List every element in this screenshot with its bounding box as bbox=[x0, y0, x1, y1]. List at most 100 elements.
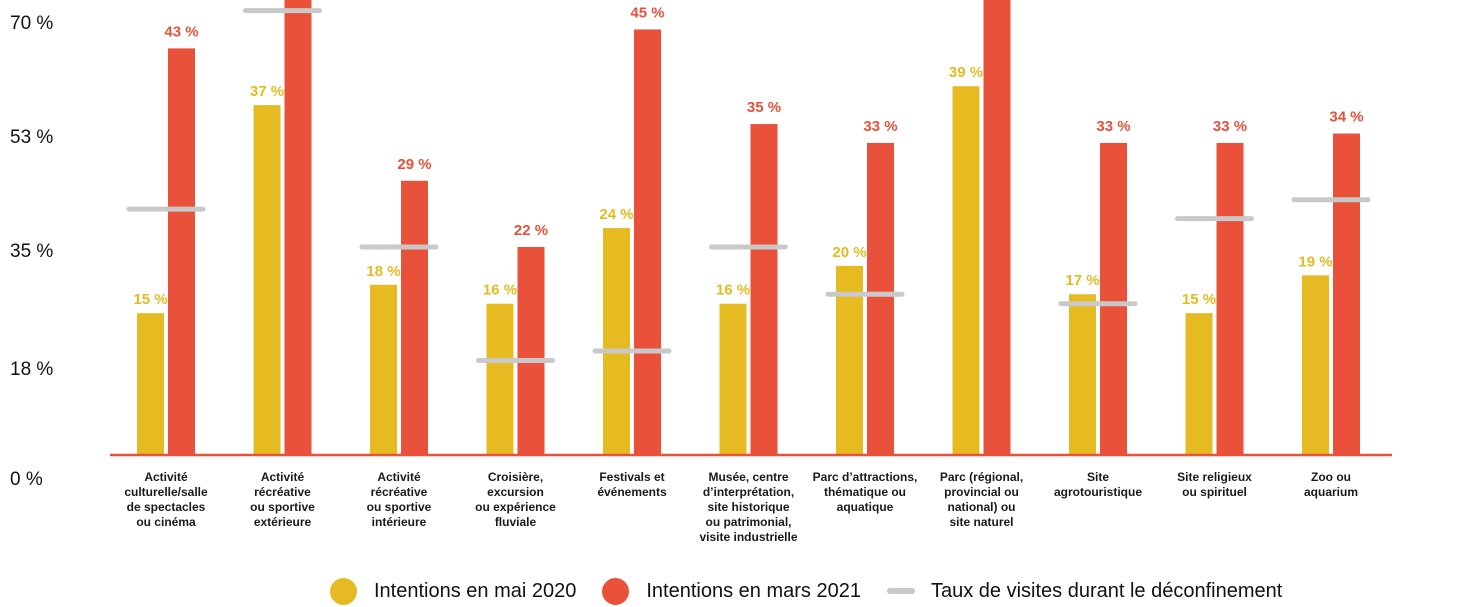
category-label-line: culturelle/salle bbox=[124, 485, 208, 499]
category-label-line: Festivals et bbox=[599, 470, 664, 484]
category-label-line: Parc (régional, bbox=[940, 470, 1023, 484]
bar-mar2021 bbox=[1333, 133, 1360, 455]
bar-may2020 bbox=[486, 303, 514, 455]
data-label-may2020: 24 % bbox=[599, 206, 633, 223]
category-label: Site religieux ou spirituel bbox=[1177, 470, 1252, 499]
bar-mar2021 bbox=[401, 180, 428, 455]
category-label-line: excursion bbox=[487, 485, 544, 499]
category-label-line: Activité bbox=[261, 470, 305, 484]
data-label-may2020: 15 % bbox=[1182, 291, 1216, 308]
y-tick-label: 53 % bbox=[10, 127, 53, 148]
y-tick-label: 18 % bbox=[10, 359, 53, 380]
bar-may2020 bbox=[719, 303, 747, 455]
category-label-line: Musée, centre bbox=[708, 470, 788, 484]
category-label: Parc (régional, provincial ou national) ou… bbox=[940, 470, 1023, 529]
category-label: Croisière, excursion ou expérience fluviale bbox=[475, 470, 556, 529]
data-label-mar2021: 43 % bbox=[164, 23, 198, 40]
category-label-line: Parc d’attractions, bbox=[813, 470, 918, 484]
legend-label-mar2021: Intentions en mars 2021 bbox=[646, 579, 861, 602]
data-label-may2020: 20 % bbox=[832, 244, 866, 261]
bar-may2020 bbox=[137, 313, 164, 455]
data-label-may2020: 17 % bbox=[1065, 272, 1099, 289]
category-label-line: aquarium bbox=[1304, 485, 1358, 499]
category-label-line: récréative bbox=[371, 485, 428, 499]
data-label-may2020: 39 % bbox=[949, 64, 983, 81]
category-label: Festivals et événements bbox=[597, 470, 667, 499]
bar-mar2021 bbox=[983, 0, 1011, 455]
legend-item-may2020: Intentions en mai 2020 bbox=[330, 577, 577, 605]
category-label-line: site naturel bbox=[949, 515, 1013, 529]
legend-label-visits: Taux de visites durant le déconfinement bbox=[930, 579, 1283, 602]
data-label-may2020: 18 % bbox=[366, 263, 400, 280]
category-label-line: ou sportive bbox=[367, 500, 432, 514]
data-label-mar2021: 29 % bbox=[397, 156, 431, 173]
bar-mar2021 bbox=[750, 124, 778, 455]
category-label-line: Zoo ou bbox=[1311, 470, 1351, 484]
data-label-may2020: 16 % bbox=[483, 282, 517, 299]
category-label: Parc d’attractions, thématique ou aquatiqu… bbox=[813, 470, 918, 514]
category-label-line: site historique bbox=[707, 500, 789, 514]
category-label: Activité récréative ou sportive extérieure bbox=[250, 470, 315, 529]
category-label-line: ou sportive bbox=[250, 500, 315, 514]
category-label-line: fluviale bbox=[495, 515, 537, 529]
category-label-line: ou cinéma bbox=[136, 515, 196, 529]
data-label-mar2021: 22 % bbox=[514, 222, 548, 239]
category-label: Zoo ou aquarium bbox=[1304, 470, 1358, 499]
category-label-line: visite industrielle bbox=[699, 530, 797, 544]
data-label-may2020: 16 % bbox=[716, 282, 750, 299]
category-label-line: ou patrimonial, bbox=[705, 515, 791, 529]
data-label-mar2021: 33 % bbox=[1213, 118, 1247, 135]
data-label-mar2021: 45 % bbox=[630, 4, 664, 21]
bar-mar2021 bbox=[634, 29, 661, 455]
category-label: Activité culturelle/salle de spectacles ou … bbox=[124, 470, 208, 529]
legend-swatch-may2020 bbox=[330, 577, 357, 605]
bar-mar2021 bbox=[517, 246, 545, 455]
bar-mar2021 bbox=[1100, 142, 1127, 455]
category-label: Site agrotouristique bbox=[1054, 470, 1142, 499]
category-label-line: d’interprétation, bbox=[703, 485, 794, 499]
category-label-line: Site bbox=[1087, 470, 1109, 484]
bar-may2020 bbox=[1185, 313, 1213, 455]
category-label-line: événements bbox=[597, 485, 667, 499]
bar-may2020 bbox=[370, 284, 397, 455]
category-label-line: provincial ou bbox=[944, 485, 1019, 499]
y-tick-label: 0 % bbox=[10, 469, 43, 490]
category-label-line: thématique ou bbox=[824, 485, 906, 499]
category-label-line: de spectacles bbox=[127, 500, 206, 514]
data-label-may2020: 15 % bbox=[133, 291, 167, 308]
data-label-mar2021: 35 % bbox=[747, 99, 781, 116]
legend-swatch-mar2021 bbox=[602, 577, 630, 605]
category-label-line: récréative bbox=[254, 485, 311, 499]
category-label-line: Site religieux bbox=[1177, 470, 1252, 484]
category-label-line: Activité bbox=[144, 470, 188, 484]
bar-may2020 bbox=[836, 265, 863, 455]
category-label-line: ou expérience bbox=[475, 500, 556, 514]
data-label-mar2021: 33 % bbox=[1096, 118, 1130, 135]
bar-mar2021 bbox=[1216, 142, 1244, 455]
y-tick-label: 70 % bbox=[10, 13, 53, 34]
category-label-line: Croisière, bbox=[488, 470, 543, 484]
legend-swatch-visits bbox=[886, 588, 915, 594]
data-label-may2020: 19 % bbox=[1298, 253, 1332, 270]
legend-item-mar2021: Intentions en mars 2021 bbox=[602, 577, 861, 605]
bar-mar2021 bbox=[284, 0, 312, 456]
category-label-line: aquatique bbox=[837, 500, 894, 514]
chart-legend: Intentions en mai 2020 Intentions en mar… bbox=[330, 575, 1470, 607]
bar-may2020 bbox=[253, 105, 281, 456]
bar-may2020 bbox=[952, 86, 980, 455]
bar-may2020 bbox=[1302, 275, 1329, 455]
bar-may2020 bbox=[1069, 294, 1096, 455]
bar-mar2021 bbox=[867, 142, 894, 455]
bar-mar2021 bbox=[168, 48, 195, 455]
category-label-line: extérieure bbox=[254, 515, 312, 529]
data-label-may2020: 37 % bbox=[250, 83, 284, 100]
category-label-line: national) ou bbox=[948, 500, 1016, 514]
data-label-mar2021: 34 % bbox=[1329, 108, 1363, 125]
category-label: Activité récréative ou sportive intérieure bbox=[367, 470, 432, 529]
category-label-line: Activité bbox=[377, 470, 421, 484]
category-label-line: ou spirituel bbox=[1182, 485, 1247, 499]
category-label-line: intérieure bbox=[372, 515, 427, 529]
data-label-mar2021: 33 % bbox=[863, 118, 897, 135]
legend-label-may2020: Intentions en mai 2020 bbox=[374, 579, 577, 602]
